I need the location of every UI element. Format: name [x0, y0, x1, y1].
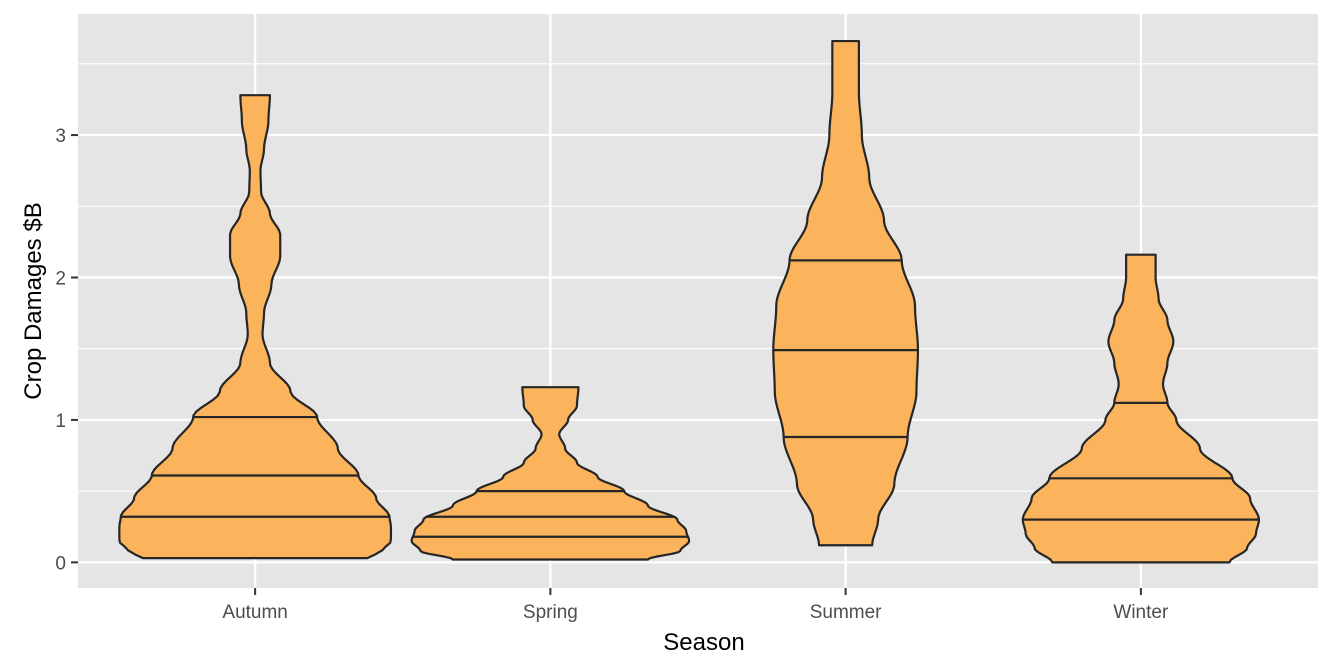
x-tick-label: Autumn [222, 602, 287, 623]
x-tick-label: Spring [523, 602, 578, 623]
y-tick-label: 3 [55, 126, 66, 147]
y-axis-title: Crop Damages $B [20, 202, 47, 399]
y-tick-label: 1 [55, 411, 66, 432]
x-tick-label: Winter [1113, 602, 1169, 623]
y-tick-label: 2 [55, 268, 66, 289]
violin-summer [772, 39, 920, 547]
x-axis-title: Season [663, 629, 744, 656]
y-axis: 0 1 2 3 [55, 126, 78, 574]
violins [118, 39, 1261, 564]
x-tick-label: Summer [810, 602, 882, 623]
violin-autumn [118, 94, 393, 560]
y-tick-label: 0 [55, 553, 66, 574]
violin-winter [1021, 253, 1261, 564]
x-axis: Autumn Spring Summer Winter [222, 588, 1169, 623]
